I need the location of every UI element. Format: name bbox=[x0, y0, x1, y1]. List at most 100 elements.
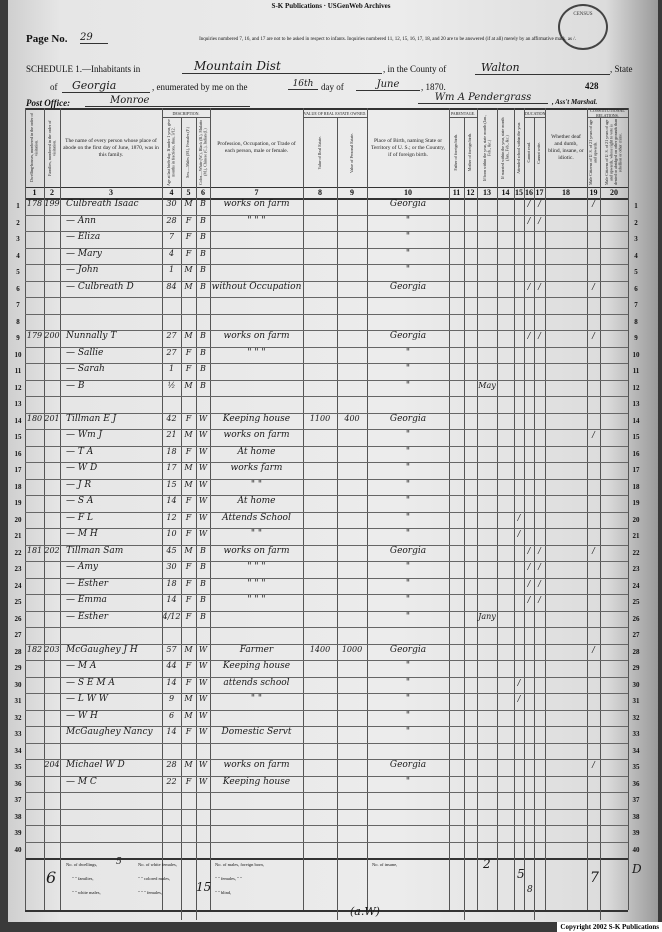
table-cell: " " " bbox=[247, 595, 266, 605]
census-page bbox=[8, 0, 658, 922]
row-number-left: 5 bbox=[16, 268, 20, 276]
row-number-left: 37 bbox=[14, 796, 22, 804]
column-number: 16 bbox=[525, 188, 533, 197]
column-header-text: Color.—White (W.), Black (B.), Mulatto (… bbox=[197, 119, 208, 186]
row-number-left: 22 bbox=[14, 548, 22, 557]
table-cell: F bbox=[185, 727, 192, 736]
column-header-12: Mother of foreign birth. bbox=[464, 119, 477, 186]
table-cell: Tillman Sam bbox=[66, 545, 124, 556]
table-cell: Georgia bbox=[389, 644, 427, 655]
table-cell: 45 bbox=[166, 545, 177, 555]
margin-mark: D bbox=[632, 862, 642, 876]
row-number-right: 39 bbox=[632, 829, 640, 837]
school-total: 5 bbox=[517, 867, 525, 881]
row-number-right: 40 bbox=[632, 845, 640, 854]
table-cell: M bbox=[184, 644, 193, 654]
table-cell: 15 bbox=[166, 479, 177, 489]
table-cell: " bbox=[405, 446, 411, 457]
row-divider bbox=[25, 429, 628, 430]
column-header-11: Father of foreign birth. bbox=[449, 119, 464, 186]
table-cell: W bbox=[198, 661, 208, 670]
group-header-constitutional: CONSTITUTIONAL RELATIONS. bbox=[587, 109, 628, 118]
table-cell: F bbox=[185, 562, 192, 571]
table-cell: " bbox=[405, 595, 411, 605]
table-cell: 1400 bbox=[309, 644, 331, 654]
row-number-right: 15 bbox=[632, 433, 640, 441]
stamp-number: 428 bbox=[585, 81, 599, 91]
column-header-13: If born within the year, state month (Ja… bbox=[477, 110, 497, 186]
table-cell: " bbox=[405, 463, 411, 473]
row-number-left: 10 bbox=[14, 350, 22, 359]
table-cell: " bbox=[405, 776, 411, 787]
row-number-left: 3 bbox=[16, 235, 20, 243]
dwellings-total: 6 bbox=[46, 868, 57, 887]
females-foreign-label: " " females, " " bbox=[215, 876, 242, 881]
families-label: " " families, bbox=[72, 876, 94, 881]
table-cell: B bbox=[200, 232, 206, 241]
table-cell: 400 bbox=[344, 413, 360, 423]
table-cell: Domestic Servt bbox=[221, 727, 292, 737]
table-cell: — Sallie bbox=[66, 347, 104, 358]
table-cell: 179 bbox=[26, 331, 43, 340]
row-divider bbox=[25, 231, 628, 232]
table-cell: Tillman E J bbox=[66, 413, 117, 424]
table-cell: 4/12 bbox=[162, 611, 181, 621]
table-cell: 200 bbox=[44, 331, 60, 340]
table-cell: F bbox=[185, 215, 192, 225]
row-divider bbox=[25, 561, 628, 562]
check-mark: / bbox=[538, 578, 541, 588]
row-divider bbox=[25, 445, 628, 447]
row-number-right: 17 bbox=[632, 466, 640, 474]
table-cell: F bbox=[185, 232, 192, 241]
table-cell: F bbox=[185, 364, 192, 373]
state-label: , State bbox=[610, 64, 633, 74]
dwellings-label: No. of dwellings, bbox=[66, 862, 98, 867]
row-number-left: 15 bbox=[14, 433, 22, 441]
table-cell: " " " bbox=[247, 578, 266, 589]
table-cell: Farmer bbox=[239, 644, 274, 655]
county: Walton bbox=[475, 61, 610, 75]
row-number-left: 16 bbox=[14, 449, 22, 458]
column-number: 14 bbox=[501, 188, 510, 197]
bottom-note: (a.W) bbox=[350, 905, 380, 918]
row-divider bbox=[25, 264, 628, 265]
row-number-left: 20 bbox=[14, 515, 22, 524]
column-header-6: Color.—White (W.), Black (B.), Mulatto (… bbox=[196, 119, 210, 186]
table-cell: W bbox=[198, 710, 208, 720]
row-number-right: 7 bbox=[634, 301, 638, 309]
row-divider bbox=[25, 792, 628, 793]
column-number: 7 bbox=[254, 188, 259, 197]
table-cell: — Amy bbox=[66, 562, 98, 572]
county-label: , in the County of bbox=[383, 64, 447, 74]
row-divider bbox=[25, 297, 628, 298]
table-cell: 1 bbox=[168, 265, 175, 274]
table-cell: 14 bbox=[166, 727, 177, 736]
column-header-9: Value of Personal Estate. bbox=[337, 119, 367, 186]
colnum-bottom-border bbox=[25, 198, 628, 200]
row-number-left: 24 bbox=[14, 581, 22, 590]
table-cell: — S A bbox=[66, 496, 94, 506]
row-number-right: 33 bbox=[632, 730, 640, 738]
row-number-left: 13 bbox=[14, 400, 22, 408]
table-cell: M bbox=[184, 760, 193, 769]
of-label: of bbox=[50, 82, 58, 92]
row-number-right: 5 bbox=[634, 268, 638, 276]
table-cell: B bbox=[200, 595, 206, 604]
row-divider bbox=[25, 676, 628, 678]
row-number-right: 28 bbox=[632, 647, 640, 656]
row-divider bbox=[25, 610, 628, 612]
column-header-text: Cannot write. bbox=[536, 141, 542, 164]
row-number-right: 37 bbox=[632, 796, 640, 804]
marshal-name: Wm A Pendergrass bbox=[418, 92, 548, 104]
row-number-right: 3 bbox=[634, 235, 638, 243]
column-header-14: If married within the year, state month … bbox=[497, 110, 514, 186]
row-number-left: 12 bbox=[14, 383, 22, 392]
table-cell: " " bbox=[250, 529, 263, 539]
post-office-label: Post Office: bbox=[26, 98, 71, 108]
row-number-left: 14 bbox=[14, 416, 22, 425]
row-number-right: 36 bbox=[632, 779, 640, 788]
table-cell: Georgia bbox=[389, 413, 427, 424]
column-header-7: Profession, Occupation, or Trade of each… bbox=[210, 110, 303, 186]
column-divider bbox=[628, 108, 629, 910]
